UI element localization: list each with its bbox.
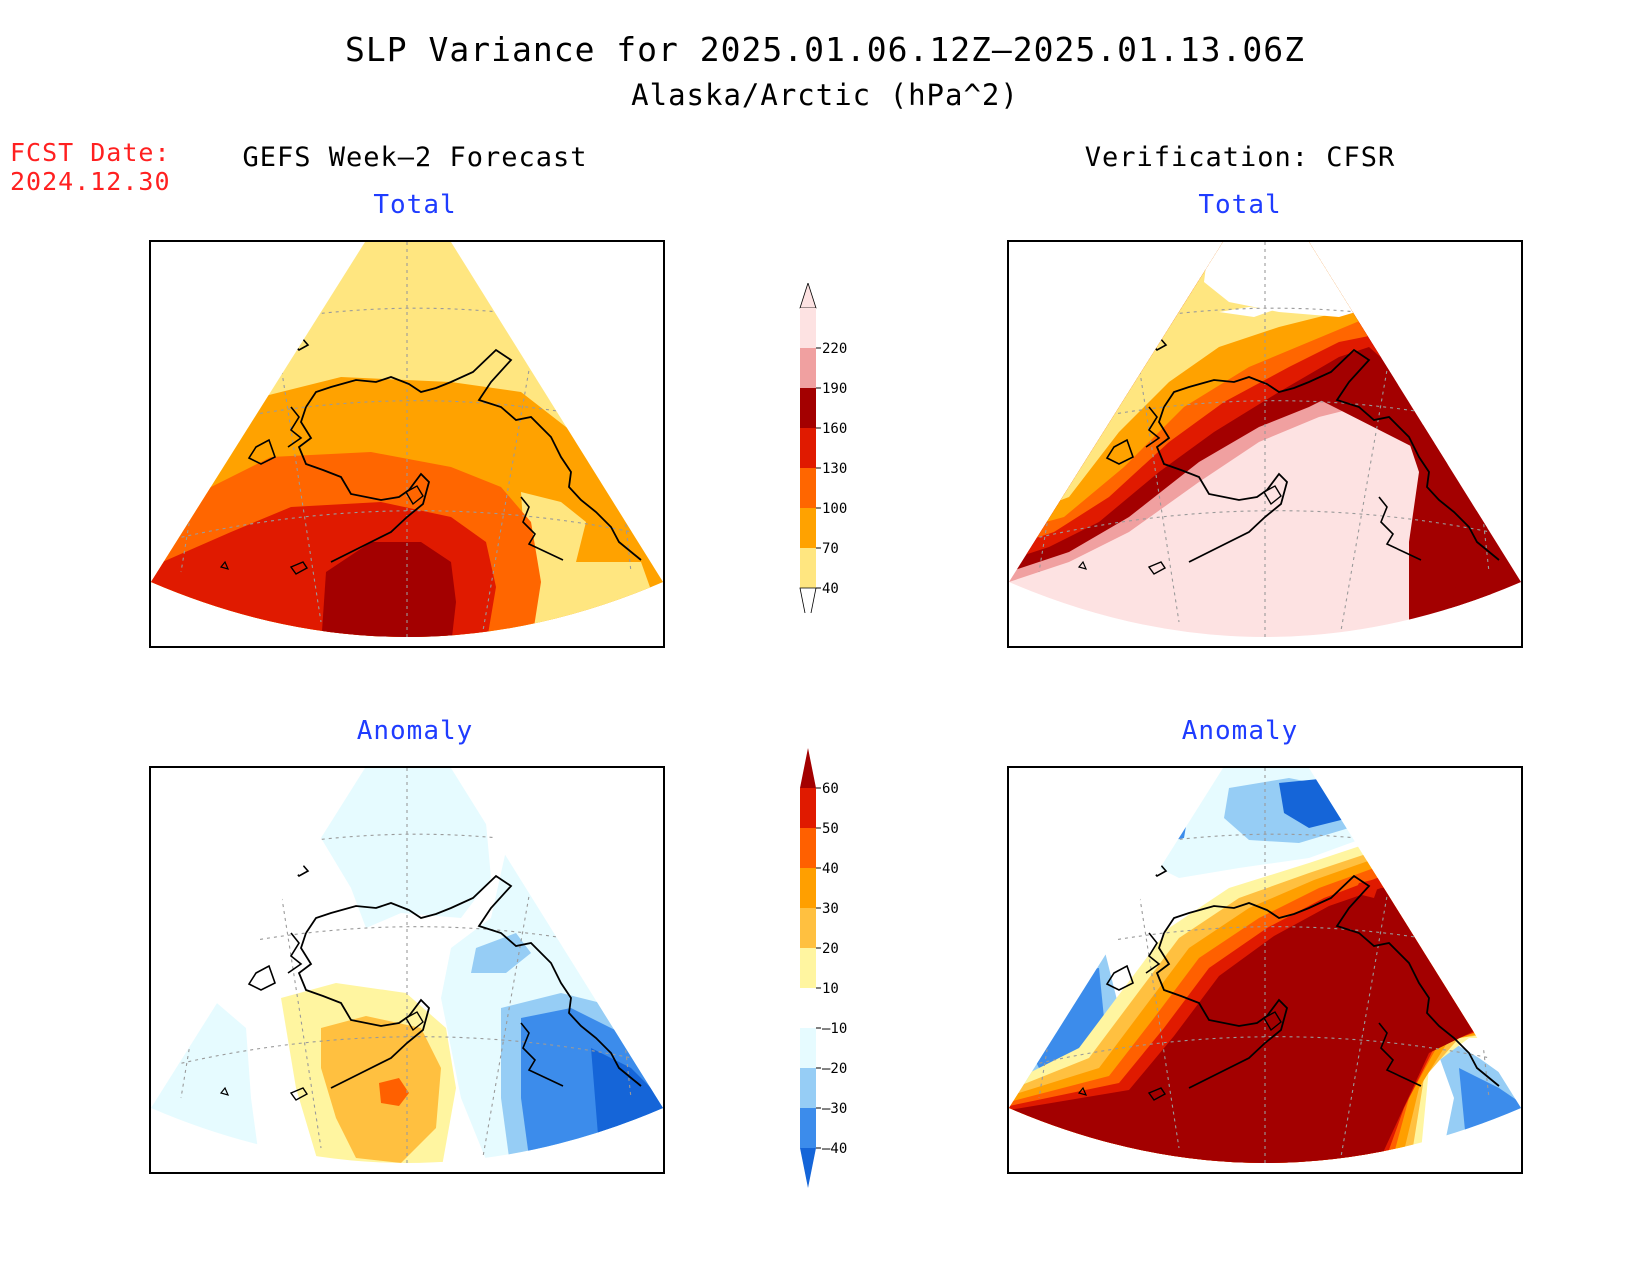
verification-anomaly-title: Anomaly — [1181, 716, 1299, 746]
anomaly-colorbar-bottom-extension — [800, 1148, 816, 1188]
total-colorbar-swatch — [800, 508, 816, 548]
total-colorbar-label: 130 — [822, 461, 847, 477]
anomaly-colorbar-swatch — [800, 908, 816, 948]
forecast-total-title: Total — [373, 190, 457, 220]
total-colorbar-swatch — [800, 348, 816, 388]
verification-total-title: Total — [1198, 190, 1282, 220]
forecast-anomaly-fill-40-50 — [379, 1078, 409, 1106]
total-colorbar: 40 70 100 130 160 190 220 — [799, 283, 847, 613]
anomaly-colorbar-label: 50 — [822, 821, 839, 837]
total-colorbar-label: 40 — [822, 581, 839, 597]
anomaly-colorbar-swatch — [800, 828, 816, 868]
forecast-anomaly-fill-minus20-minus30 — [471, 933, 531, 973]
total-colorbar-swatch — [800, 428, 816, 468]
figure-subtitle: Alaska/Arctic (hPa^2) — [631, 78, 1019, 112]
total-colorbar-bottom-extension — [799, 587, 817, 613]
total-colorbar-label: 70 — [822, 541, 839, 557]
anomaly-colorbar-label: –10 — [822, 1021, 847, 1037]
anomaly-colorbar-label: –20 — [822, 1061, 847, 1077]
total-colorbar-label: 190 — [822, 381, 847, 397]
verification-anomaly-map — [1007, 766, 1523, 1174]
anomaly-colorbar-label: –30 — [822, 1101, 847, 1117]
verification-total-map — [1007, 240, 1523, 648]
forecast-total-map — [149, 240, 665, 648]
anomaly-colorbar-label: –40 — [822, 1141, 847, 1157]
anomaly-colorbar-swatch — [800, 1068, 816, 1108]
anomaly-colorbar-swatch — [800, 1108, 816, 1148]
anomaly-colorbar-swatch — [800, 988, 816, 1028]
forecast-total-fill-160-190 — [321, 542, 456, 637]
forecast-anomaly-map — [149, 766, 665, 1174]
forecast-anomaly-title: Anomaly — [356, 716, 474, 746]
anomaly-colorbar-top-extension — [800, 748, 816, 788]
total-colorbar-label: 160 — [822, 421, 847, 437]
total-colorbar-label: 220 — [822, 341, 847, 357]
forecast-date-value: 2024.12.30 — [10, 167, 171, 196]
anomaly-colorbar-label: 40 — [822, 861, 839, 877]
forecast-date-caption: FCST Date: — [10, 138, 171, 167]
total-colorbar-swatch — [800, 548, 816, 588]
total-colorbar-label: 100 — [822, 501, 847, 517]
forecast-anomaly-fill-minus10-minus20-north — [321, 768, 491, 928]
total-colorbar-top-extension — [799, 283, 817, 309]
anomaly-colorbar: –40 –30 –20 –10 10 20 30 40 50 60 — [800, 748, 847, 1188]
anomaly-colorbar-label: 10 — [822, 981, 839, 997]
anomaly-colorbar-swatch — [800, 868, 816, 908]
verification-column-heading: Verification: CFSR — [1084, 142, 1396, 173]
anomaly-colorbar-swatch — [800, 788, 816, 828]
verification-anomaly-fill-above-60 — [1009, 878, 1521, 1163]
figure-title: SLP Variance for 2025.01.06.12Z–2025.01.… — [345, 30, 1305, 69]
anomaly-colorbar-label: 20 — [822, 941, 839, 957]
anomaly-colorbar-label: 30 — [822, 901, 839, 917]
forecast-column-heading: GEFS Week–2 Forecast — [242, 142, 588, 173]
anomaly-colorbar-swatch — [800, 948, 816, 988]
total-colorbar-swatch — [800, 388, 816, 428]
anomaly-colorbar-label: 60 — [822, 781, 839, 797]
anomaly-colorbar-swatch — [800, 1028, 816, 1068]
total-colorbar-swatch — [800, 468, 816, 508]
total-colorbar-swatch — [800, 308, 816, 348]
forecast-date-label: FCST Date: 2024.12.30 — [10, 138, 171, 196]
